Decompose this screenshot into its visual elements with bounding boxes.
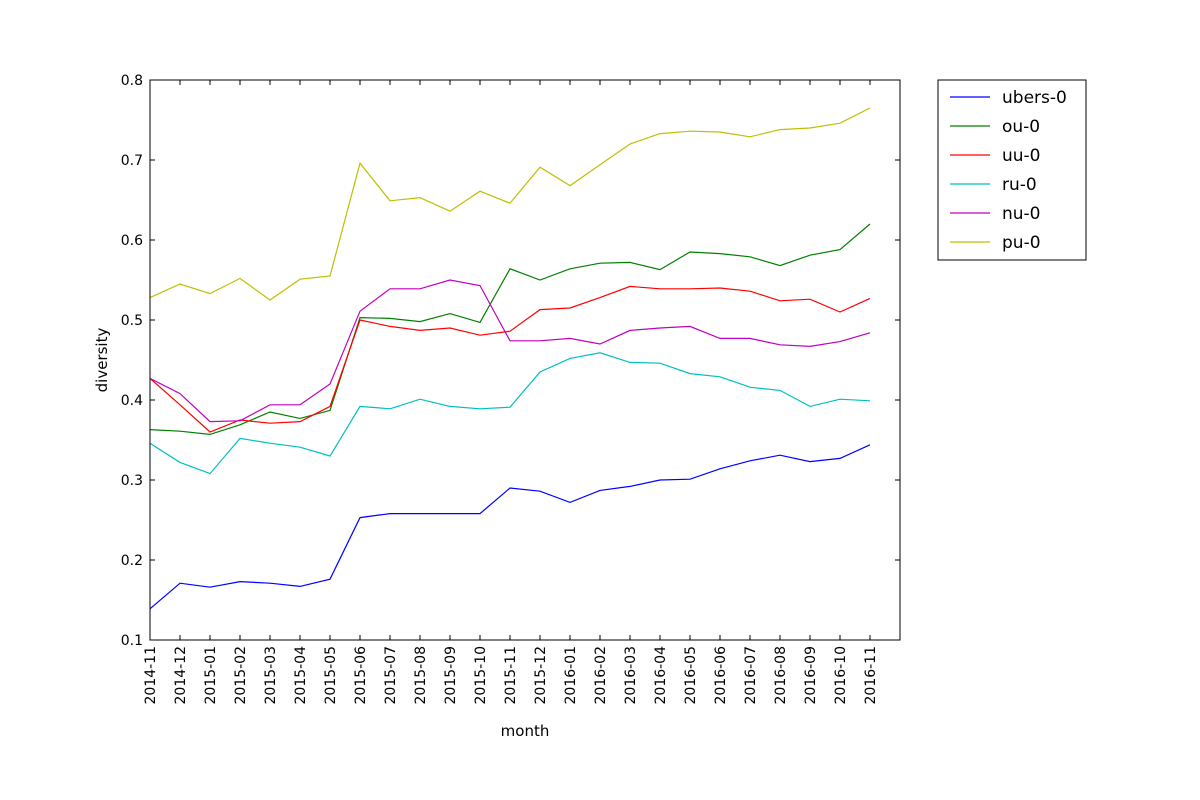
series-line-nu-0: [149, 279, 871, 423]
y-tick-label: 0.8: [121, 73, 143, 89]
plot-area: [150, 80, 900, 640]
x-tick-label: 2015-07: [383, 646, 399, 705]
x-tick-label: 2016-01: [563, 646, 579, 705]
x-tick-label: 2016-10: [833, 646, 849, 705]
y-tick-label: 0.6: [121, 233, 143, 249]
x-tick-label: 2015-05: [323, 646, 339, 705]
y-tick-label: 0.7: [121, 153, 143, 169]
y-tick-label: 0.3: [121, 473, 143, 489]
x-tick-label: 2015-06: [353, 646, 369, 705]
x-tick-label: 2016-04: [653, 646, 669, 705]
x-tick-label: 2015-11: [503, 646, 519, 705]
x-tick-label: 2016-05: [683, 646, 699, 705]
legend-label-uu-0: uu-0: [1002, 146, 1041, 166]
x-tick-label: 2016-02: [593, 646, 609, 705]
legend: ubers-0 ou-0 uu-0 ru-0 nu-0 pu-0: [937, 79, 1087, 261]
x-tick-label: 2015-09: [443, 646, 459, 705]
x-tick-label: 2015-02: [233, 646, 249, 705]
y-tick-label: 0.5: [121, 313, 143, 329]
series-line-ru-0: [149, 352, 871, 475]
x-tick-label: 2015-03: [263, 646, 279, 705]
x-tick-label: 2016-06: [713, 646, 729, 705]
legend-box: [937, 79, 1087, 261]
x-tick-label: 2014-12: [173, 646, 189, 705]
x-tick-label: 2016-09: [803, 646, 819, 705]
series-line-pu-0: [149, 107, 871, 301]
x-tick-label: 2015-12: [533, 646, 549, 705]
legend-label-nu-0: nu-0: [1002, 204, 1041, 224]
x-tick-label: 2016-03: [623, 646, 639, 705]
x-tick-label: 2014-11: [143, 646, 159, 705]
y-tick-label: 0.4: [121, 393, 143, 409]
plot-frame: [149, 79, 901, 641]
legend-label-pu-0: pu-0: [1002, 233, 1041, 253]
y-tick-label: 0.1: [121, 633, 143, 649]
legend-label-ou-0: ou-0: [1002, 117, 1040, 137]
x-tick-label: 2016-11: [863, 646, 879, 705]
x-tick-label: 2015-10: [473, 646, 489, 705]
x-tick-label: 2016-07: [743, 646, 759, 705]
legend-label-ubers-0: ubers-0: [1002, 88, 1067, 108]
y-axis: 0.1 0.2 0.3 0.4 0.5 0.6 0.7 0.8: [121, 73, 900, 649]
series-line-ubers-0: [149, 444, 871, 610]
legend-label-ru-0: ru-0: [1002, 175, 1037, 195]
y-axis-label: diversity: [93, 328, 111, 393]
x-axis: 2014-11 2014-12 2015-01 2015-02 2015-03 2015-…: [143, 80, 879, 705]
x-axis-label: month: [501, 722, 550, 740]
series-line-ou-0: [149, 223, 871, 436]
x-tick-label: 2016-08: [773, 646, 789, 705]
x-tick-label: 2015-04: [293, 646, 309, 705]
x-tick-label: 2015-01: [203, 646, 219, 705]
series-layer: [149, 107, 871, 610]
series-line-uu-0: [149, 285, 871, 433]
x-tick-label: 2015-08: [413, 646, 429, 705]
y-tick-label: 0.2: [121, 553, 143, 569]
